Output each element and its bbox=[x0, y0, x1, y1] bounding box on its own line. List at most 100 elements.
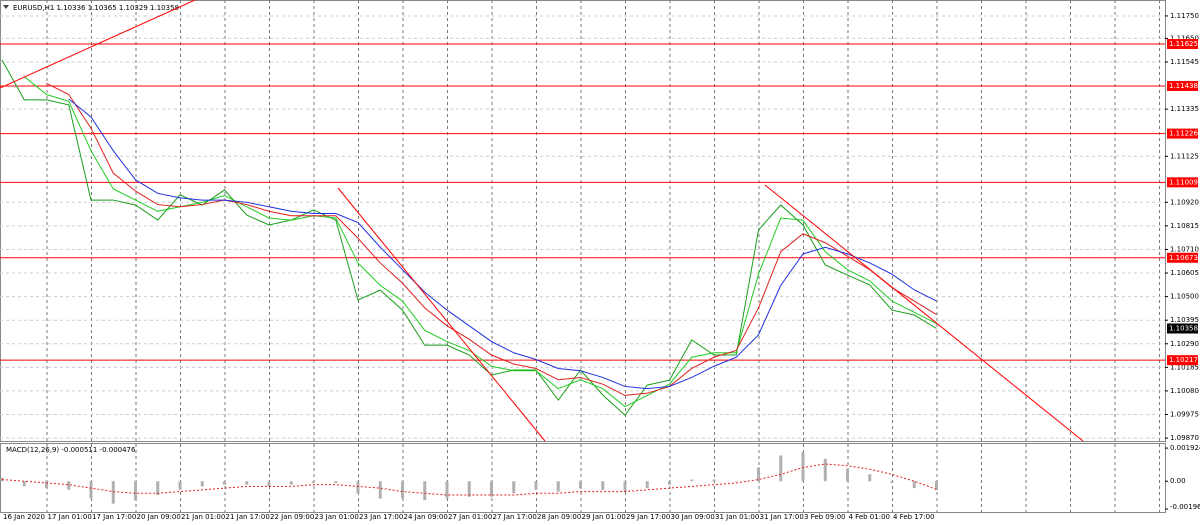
trend-line bbox=[337, 187, 546, 442]
level-label-bg bbox=[1167, 252, 1198, 263]
macd-bar bbox=[223, 481, 226, 485]
x-tick-label: 4 Feb 01:00 bbox=[849, 513, 890, 521]
macd-bar bbox=[556, 481, 560, 492]
y-tick-label: 1.10710 bbox=[1170, 245, 1199, 253]
macd-bar bbox=[712, 479, 716, 482]
trend-line bbox=[764, 184, 1084, 442]
macd-bar bbox=[22, 481, 26, 487]
macd-bar bbox=[401, 481, 404, 499]
macd-frame bbox=[0, 443, 1166, 513]
y-tick-label: 1.10395 bbox=[1170, 316, 1199, 324]
macd-bar bbox=[0, 477, 4, 482]
x-tick-label: 30 Jan 09:00 bbox=[671, 513, 715, 521]
level-label-bg bbox=[1167, 177, 1198, 188]
moving-average bbox=[23, 76, 937, 408]
level-label-bg bbox=[1167, 355, 1198, 366]
macd-bar bbox=[623, 481, 627, 492]
macd-bar bbox=[89, 481, 93, 499]
macd-signal bbox=[1, 463, 937, 496]
macd-bar bbox=[779, 455, 783, 482]
x-tick-label: 4 Feb 17:00 bbox=[893, 513, 934, 521]
x-tick-label: 24 Jan 09:00 bbox=[404, 513, 448, 521]
macd-bar bbox=[423, 481, 427, 501]
chart-title: EURUSD,H1 1.10336 1.10365 1.10329 1.1035… bbox=[13, 4, 179, 12]
level-label: 1.11226 bbox=[1169, 130, 1198, 138]
trend-lines bbox=[0, 0, 1084, 442]
x-tick-label: 31 Jan 17:00 bbox=[760, 513, 804, 521]
current-price-label: 1.10358 bbox=[1169, 325, 1198, 333]
macd-bar bbox=[45, 481, 48, 489]
macd-bar bbox=[579, 481, 582, 489]
x-tick-label: 21 Jan 17:00 bbox=[226, 513, 270, 521]
macd-y-tick-label: -0.00196 bbox=[1170, 503, 1200, 511]
x-tick-label: 21 Jan 01:00 bbox=[181, 513, 225, 521]
macd-bar bbox=[690, 479, 694, 482]
main-frame bbox=[0, 0, 1166, 442]
macd-bar bbox=[378, 481, 382, 499]
level-label: 1.11438 bbox=[1169, 82, 1198, 90]
macd-y-tick-label: 0.001924 bbox=[1170, 444, 1200, 452]
level-label-bg bbox=[1167, 80, 1198, 91]
macd-y-tick-label: 0.00 bbox=[1170, 477, 1186, 485]
macd-bar bbox=[734, 481, 738, 482]
macd-bar bbox=[467, 481, 471, 497]
x-tick-label: 28 Jan 09:00 bbox=[537, 513, 581, 521]
level-label-bg bbox=[1167, 39, 1198, 50]
x-tick-label: 17 Jan 17:00 bbox=[92, 513, 136, 521]
macd-bar bbox=[178, 481, 182, 490]
level-label: 1.11009 bbox=[1169, 178, 1198, 186]
trend-line bbox=[0, 0, 196, 89]
x-tick-label: 29 Jan 17:00 bbox=[626, 513, 670, 521]
y-tick-label: 1.11545 bbox=[1170, 58, 1199, 66]
x-tick-label: 22 Jan 09:00 bbox=[270, 513, 314, 521]
macd-bar bbox=[890, 481, 894, 483]
macd-bar bbox=[601, 481, 605, 490]
macd-bar bbox=[312, 481, 315, 483]
x-tick-label: 20 Jan 09:00 bbox=[137, 513, 181, 521]
x-tick-label: 23 Jan 01:00 bbox=[315, 513, 359, 521]
y-tick-label: 1.10290 bbox=[1170, 340, 1199, 348]
y-tick-label: 1.10920 bbox=[1170, 198, 1199, 206]
moving-average bbox=[46, 82, 937, 396]
y-tick-label: 1.09975 bbox=[1170, 411, 1199, 419]
macd-bar bbox=[868, 474, 872, 482]
macd-bar bbox=[445, 481, 449, 499]
macd-bar bbox=[245, 481, 249, 485]
macd-bar bbox=[512, 481, 516, 494]
macd-bar bbox=[912, 481, 916, 489]
x-tick-label: 27 Jan 17:00 bbox=[493, 513, 537, 521]
menu-arrow bbox=[3, 5, 9, 9]
macd-bar bbox=[846, 469, 849, 482]
macd-title: MACD(12,26,9) -0.000511 -0.000476 bbox=[6, 446, 136, 454]
level-label-bg bbox=[1167, 128, 1198, 139]
macd-bar bbox=[200, 481, 204, 487]
macd-bar bbox=[823, 458, 827, 482]
macd-bar bbox=[134, 481, 137, 501]
macd-bar bbox=[490, 481, 493, 497]
macd-bar bbox=[289, 481, 293, 485]
price-line bbox=[1, 59, 937, 416]
y-tick-label: 1.11650 bbox=[1170, 34, 1199, 42]
y-tick-label: 1.10815 bbox=[1170, 222, 1199, 230]
moving-average bbox=[68, 98, 937, 390]
y-tick-label: 1.11750 bbox=[1170, 12, 1199, 20]
macd-bar bbox=[67, 481, 71, 490]
x-tick-label: 3 Feb 09:00 bbox=[804, 513, 845, 521]
x-tick-label: 31 Jan 01:00 bbox=[715, 513, 759, 521]
y-tick-label: 1.11335 bbox=[1170, 105, 1199, 113]
macd-bar bbox=[334, 481, 338, 483]
y-tick-label: 1.09870 bbox=[1170, 434, 1199, 442]
macd-bar bbox=[935, 481, 938, 491]
current-price-bg bbox=[1167, 323, 1198, 334]
y-tick-label: 1.11125 bbox=[1170, 152, 1199, 160]
macd-bar bbox=[757, 467, 760, 482]
y-tick-label: 1.10080 bbox=[1170, 387, 1199, 395]
x-tick-label: 16 Jan 2020 bbox=[3, 513, 45, 521]
x-tick-label: 23 Jan 17:00 bbox=[359, 513, 403, 521]
y-tick-label: 1.10605 bbox=[1170, 269, 1199, 277]
x-tick-label: 17 Jan 01:00 bbox=[48, 513, 92, 521]
macd-bar bbox=[645, 481, 649, 489]
macd-bar bbox=[534, 481, 538, 490]
